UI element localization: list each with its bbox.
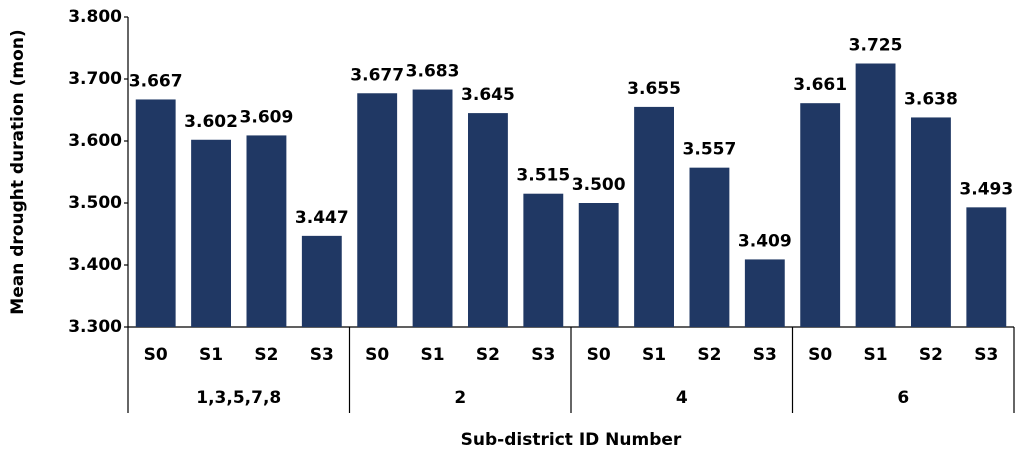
x-tick-label: S2 bbox=[697, 345, 721, 365]
data-label: 3.602 bbox=[184, 112, 238, 132]
x-tick-label: S0 bbox=[587, 345, 611, 365]
data-label: 3.725 bbox=[849, 36, 903, 56]
group-label: 6 bbox=[897, 388, 909, 408]
data-label: 3.661 bbox=[793, 75, 847, 95]
bar bbox=[634, 106, 674, 328]
x-tick-label: S1 bbox=[864, 345, 888, 365]
x-tick-label: S2 bbox=[476, 345, 500, 365]
data-label: 3.515 bbox=[516, 166, 570, 186]
bar bbox=[800, 103, 841, 328]
y-tick-label: 3.300 bbox=[68, 317, 122, 337]
bar bbox=[911, 117, 951, 327]
x-tick-label: S3 bbox=[974, 345, 998, 365]
y-axis-title: Mean drought duration (mon) bbox=[8, 29, 28, 314]
data-label: 3.493 bbox=[959, 179, 1013, 199]
data-label: 3.500 bbox=[572, 175, 626, 195]
data-label: 3.409 bbox=[738, 231, 792, 251]
bar bbox=[689, 167, 730, 327]
bar bbox=[578, 203, 619, 327]
x-tick-label: S1 bbox=[642, 345, 666, 365]
data-label: 3.557 bbox=[683, 140, 737, 160]
x-tick-label: S3 bbox=[753, 345, 777, 365]
x-tick-label: S0 bbox=[144, 345, 168, 365]
x-tick-label: S3 bbox=[310, 345, 334, 365]
data-label: 3.667 bbox=[129, 71, 183, 91]
group-label: 1,3,5,7,8 bbox=[196, 388, 281, 408]
bar bbox=[468, 113, 508, 327]
data-label: 3.609 bbox=[240, 107, 294, 127]
bar bbox=[191, 139, 231, 327]
y-tick-label: 3.500 bbox=[68, 193, 122, 213]
x-tick-label: S1 bbox=[421, 345, 445, 365]
bar bbox=[357, 93, 398, 327]
data-label: 3.638 bbox=[904, 89, 958, 109]
x-tick-label: S0 bbox=[808, 345, 832, 365]
y-tick-label: 3.400 bbox=[68, 255, 122, 275]
x-tick-label: S0 bbox=[365, 345, 389, 365]
bar bbox=[246, 135, 287, 327]
y-tick-label: 3.700 bbox=[68, 69, 122, 89]
x-axis-title: Sub-district ID Number bbox=[461, 430, 682, 450]
group-label: 2 bbox=[454, 388, 466, 408]
bar bbox=[135, 99, 176, 328]
data-label: 3.677 bbox=[350, 65, 404, 85]
x-tick-label: S2 bbox=[919, 345, 943, 365]
bar bbox=[855, 63, 896, 327]
bar bbox=[301, 235, 342, 327]
data-label: 3.683 bbox=[406, 62, 460, 82]
group-label: 4 bbox=[676, 388, 688, 408]
bar bbox=[412, 89, 453, 327]
x-tick-label: S3 bbox=[531, 345, 555, 365]
data-label: 3.655 bbox=[627, 79, 681, 99]
y-tick-label: 3.800 bbox=[68, 7, 122, 27]
data-label: 3.447 bbox=[295, 208, 349, 228]
bar bbox=[744, 259, 785, 327]
y-tick-label: 3.600 bbox=[68, 131, 122, 151]
x-tick-label: S2 bbox=[254, 345, 278, 365]
data-label: 3.645 bbox=[461, 85, 515, 105]
x-tick-label: S1 bbox=[199, 345, 223, 365]
bar bbox=[523, 193, 564, 327]
bar bbox=[966, 207, 1007, 327]
